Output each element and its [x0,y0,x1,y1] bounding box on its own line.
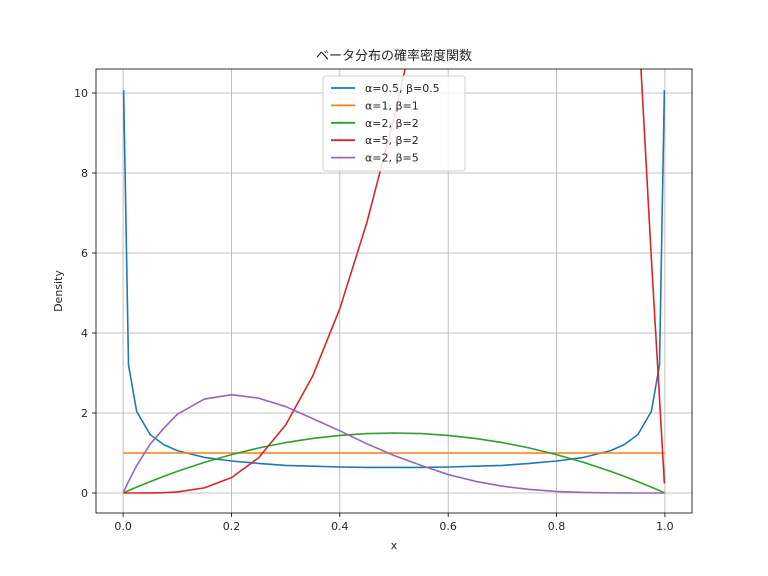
legend-entry: α=5, β=2 [365,134,419,147]
x-tick-label: 0.8 [548,520,566,533]
series-layer [122,69,666,494]
x-tick-label: 0.0 [114,520,132,533]
y-tick-label: 8 [81,167,88,180]
series-line-5 [122,393,665,494]
series-line-1 [122,90,666,469]
x-tick-label: 0.4 [331,520,349,533]
y-axis-label: Density [52,270,65,312]
legend-entry: α=2, β=5 [365,152,419,165]
x-axis-label: x [391,539,398,552]
x-tick-label: 1.0 [656,520,674,533]
y-tick-label: 2 [81,407,88,420]
plot-area-frame [95,68,693,514]
legend-entry: α=0.5, β=0.5 [365,82,440,95]
x-axis-ticks: 0.0 0.2 0.4 0.6 0.8 1.0 [114,513,674,533]
x-tick-label: 0.6 [439,520,457,533]
y-axis-ticks: 0 2 4 6 8 10 [74,87,96,500]
series-line-3 [123,432,665,494]
legend-entry: α=2, β=2 [365,117,419,130]
y-tick-label: 4 [81,327,88,340]
chart-title: ベータ分布の確率密度関数 [316,48,472,64]
x-tick-label: 0.2 [223,520,241,533]
y-tick-label: 10 [74,87,88,100]
legend: α=0.5, β=0.5 α=1, β=1 α=2, β=2 α=5, β=2 α=2,… [322,75,466,172]
legend-entry: α=1, β=1 [365,99,419,112]
y-tick-label: 6 [81,247,88,260]
y-tick-label: 0 [81,487,88,500]
legend-box [322,75,466,172]
